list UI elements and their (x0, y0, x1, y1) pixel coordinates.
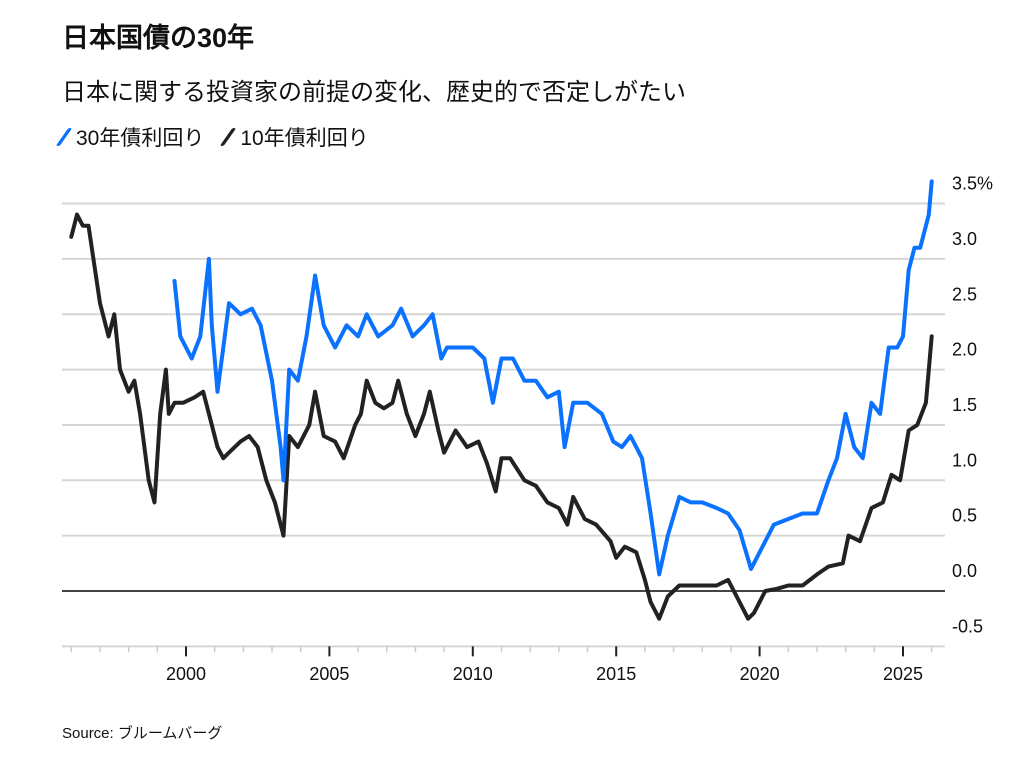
series-line-10y (69, 212, 934, 621)
source-note: Source: ブルームバーグ (62, 725, 223, 742)
x-tick-label: 2015 (596, 664, 636, 684)
y-tick-label: 3.0 (952, 229, 977, 249)
series-line-30y (172, 179, 934, 577)
legend: 30年債利回り 10年債利回り (55, 122, 369, 152)
x-tick-label: 2025 (883, 664, 923, 684)
x-tick-label: 2005 (309, 664, 349, 684)
y-tick-label: -0.5 (952, 616, 983, 636)
y-tick-label: 0.0 (952, 561, 977, 581)
legend-item-30y: 30年債利回り (55, 122, 205, 152)
chart-subtitle: 日本に関する投資家の前提の変化、歴史的で否定しがたい (62, 79, 686, 106)
y-tick-label: 1.5 (952, 395, 977, 415)
y-tick-label: 1.0 (952, 450, 977, 470)
legend-label-30y: 30年債利回り (76, 127, 205, 150)
y-tick-label: 3.5% (952, 174, 993, 194)
x-tick-label: 2000 (166, 664, 206, 684)
y-tick-label: 2.5 (952, 284, 977, 304)
legend-item-10y: 10年債利回り (220, 122, 369, 152)
y-tick-label: 0.5 (952, 506, 977, 526)
x-tick-label: 2010 (453, 664, 493, 684)
legend-label-10y: 10年債利回り (240, 127, 369, 150)
x-tick-label: 2020 (740, 664, 780, 684)
y-tick-label: 2.0 (952, 340, 977, 360)
chart-title: 日本国債の30年 (62, 23, 255, 53)
